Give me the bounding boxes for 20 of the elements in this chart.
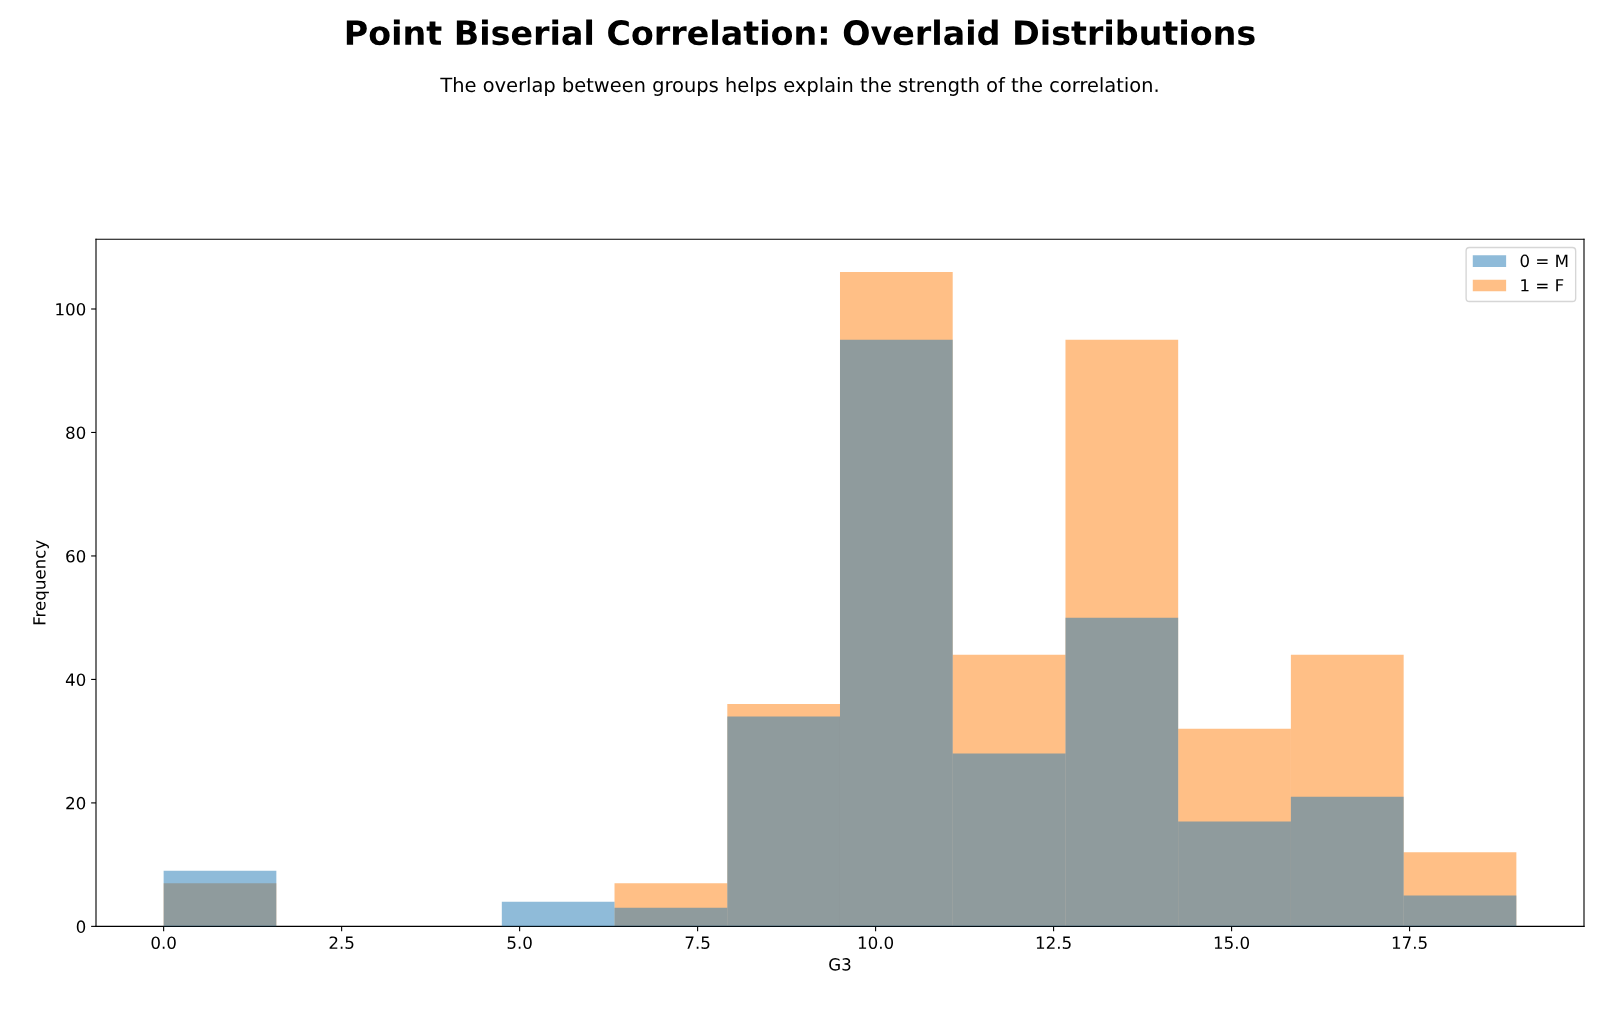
x-tick-label: 12.5 [1036, 936, 1071, 949]
y-tick-label: 0 [76, 920, 86, 933]
y-tick-label: 20 [66, 796, 86, 810]
x-tick-label: 10.0 [858, 936, 894, 949]
chart-subtitle: The overlap between groups helps explain the strength of the correlation. [440, 77, 1158, 96]
y-tick-label: 60 [66, 549, 86, 563]
chart-title: Point Biserial Correlation: Overlaid Distributions [346, 19, 1255, 46]
y-tick-label: 80 [66, 426, 86, 440]
x-tick-label: 15.0 [1214, 936, 1250, 949]
y-axis-title: Frequency [33, 540, 49, 625]
x-tick-label: 2.5 [329, 936, 354, 949]
legend-label: 0 = M [1520, 254, 1568, 268]
y-tick-label: 40 [65, 673, 86, 686]
x-axis-title: G3 [829, 958, 851, 971]
legend-label: 1 = F [1521, 279, 1564, 292]
y-tick-label: 100 [56, 302, 86, 316]
x-tick-label: 5.0 [507, 936, 532, 949]
x-tick-label: 7.5 [685, 936, 710, 949]
x-tick-label: 0.0 [151, 936, 176, 949]
x-tick-label: 17.5 [1392, 936, 1427, 949]
